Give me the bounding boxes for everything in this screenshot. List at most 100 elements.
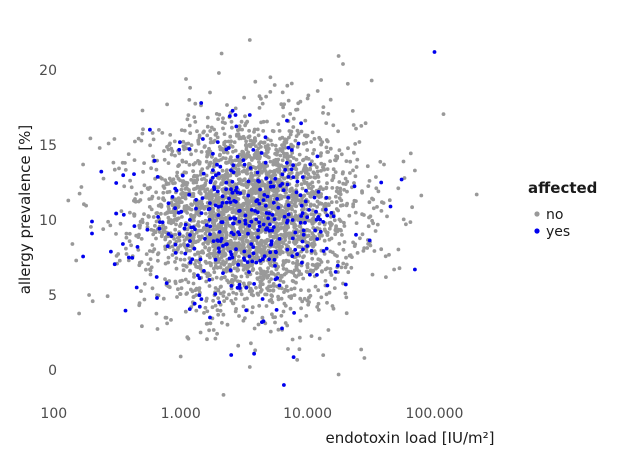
point-no bbox=[166, 161, 171, 166]
point-no bbox=[374, 186, 379, 191]
point-yes bbox=[250, 259, 255, 264]
point-no bbox=[173, 153, 177, 158]
point-no bbox=[117, 166, 121, 171]
point-no bbox=[148, 267, 152, 272]
point-no bbox=[213, 250, 217, 255]
point-yes bbox=[126, 255, 131, 260]
point-no bbox=[291, 279, 296, 284]
point-no bbox=[169, 152, 174, 157]
point-yes bbox=[237, 208, 242, 213]
point-no bbox=[339, 152, 344, 157]
point-no bbox=[311, 151, 315, 156]
point-yes bbox=[157, 226, 162, 231]
point-no bbox=[214, 158, 218, 163]
point-no bbox=[287, 234, 292, 239]
point-yes bbox=[227, 196, 231, 201]
point-no bbox=[346, 270, 351, 275]
point-no bbox=[256, 322, 261, 327]
point-no bbox=[124, 246, 128, 251]
point-no bbox=[277, 222, 282, 226]
point-no bbox=[230, 246, 235, 251]
point-yes bbox=[228, 268, 233, 273]
point-no bbox=[204, 159, 209, 164]
point-yes bbox=[252, 282, 256, 286]
point-no bbox=[220, 168, 225, 173]
point-yes bbox=[268, 222, 272, 227]
point-no bbox=[352, 181, 356, 185]
point-no bbox=[268, 263, 273, 268]
point-no bbox=[408, 220, 413, 225]
point-yes bbox=[291, 175, 296, 180]
point-yes bbox=[187, 147, 192, 151]
point-no bbox=[239, 119, 244, 124]
point-no bbox=[310, 256, 315, 261]
point-yes bbox=[293, 230, 298, 235]
point-yes bbox=[333, 270, 338, 274]
point-no bbox=[206, 252, 211, 257]
point-no bbox=[330, 186, 335, 190]
point-no bbox=[198, 263, 203, 268]
point-no bbox=[174, 266, 179, 271]
point-no bbox=[233, 251, 238, 256]
point-no bbox=[349, 265, 354, 270]
point-no bbox=[232, 140, 237, 145]
point-no bbox=[163, 277, 167, 281]
point-yes bbox=[285, 247, 290, 252]
point-no bbox=[172, 139, 177, 144]
point-no bbox=[158, 202, 163, 207]
point-yes bbox=[188, 239, 192, 243]
point-no bbox=[224, 209, 228, 214]
point-no bbox=[238, 203, 243, 208]
point-no bbox=[241, 150, 245, 154]
point-no bbox=[333, 253, 337, 257]
point-no bbox=[124, 235, 129, 240]
point-no bbox=[189, 152, 194, 157]
legend-label-yes: yes bbox=[546, 224, 570, 240]
point-no bbox=[342, 188, 346, 192]
x-tick-label: 100.000 bbox=[406, 406, 464, 422]
point-no bbox=[301, 168, 306, 173]
point-no bbox=[312, 148, 316, 152]
point-no bbox=[137, 303, 142, 308]
point-no bbox=[308, 194, 313, 199]
point-no bbox=[222, 175, 227, 179]
point-no bbox=[334, 154, 338, 159]
point-no bbox=[216, 175, 220, 180]
point-no bbox=[255, 248, 260, 253]
point-no bbox=[260, 315, 265, 320]
point-no bbox=[284, 284, 289, 289]
point-no bbox=[344, 295, 349, 300]
point-no bbox=[247, 143, 252, 147]
point-no bbox=[305, 270, 310, 275]
point-no bbox=[271, 315, 276, 320]
point-yes bbox=[194, 206, 198, 211]
point-no bbox=[147, 197, 152, 202]
point-no bbox=[286, 259, 291, 264]
point-yes bbox=[247, 113, 252, 117]
point-no bbox=[305, 156, 310, 161]
point-no bbox=[337, 148, 342, 153]
point-no bbox=[324, 230, 329, 235]
point-yes bbox=[121, 173, 126, 178]
point-no bbox=[123, 168, 128, 172]
point-no bbox=[301, 157, 306, 162]
point-no bbox=[178, 292, 183, 296]
point-no bbox=[186, 280, 191, 285]
point-yes bbox=[315, 154, 320, 159]
point-no bbox=[251, 267, 256, 271]
point-yes bbox=[227, 256, 232, 261]
point-no bbox=[200, 249, 205, 254]
point-no bbox=[210, 155, 214, 159]
point-no bbox=[279, 296, 284, 301]
point-no bbox=[136, 136, 141, 141]
y-tick-label: 10 bbox=[39, 213, 57, 229]
point-no bbox=[324, 121, 329, 125]
point-no bbox=[281, 220, 286, 225]
point-yes bbox=[275, 276, 280, 280]
point-no bbox=[358, 236, 362, 241]
point-no bbox=[214, 275, 219, 280]
point-yes bbox=[286, 212, 291, 217]
point-no bbox=[339, 228, 343, 233]
point-no bbox=[281, 114, 286, 118]
point-no bbox=[205, 150, 210, 154]
